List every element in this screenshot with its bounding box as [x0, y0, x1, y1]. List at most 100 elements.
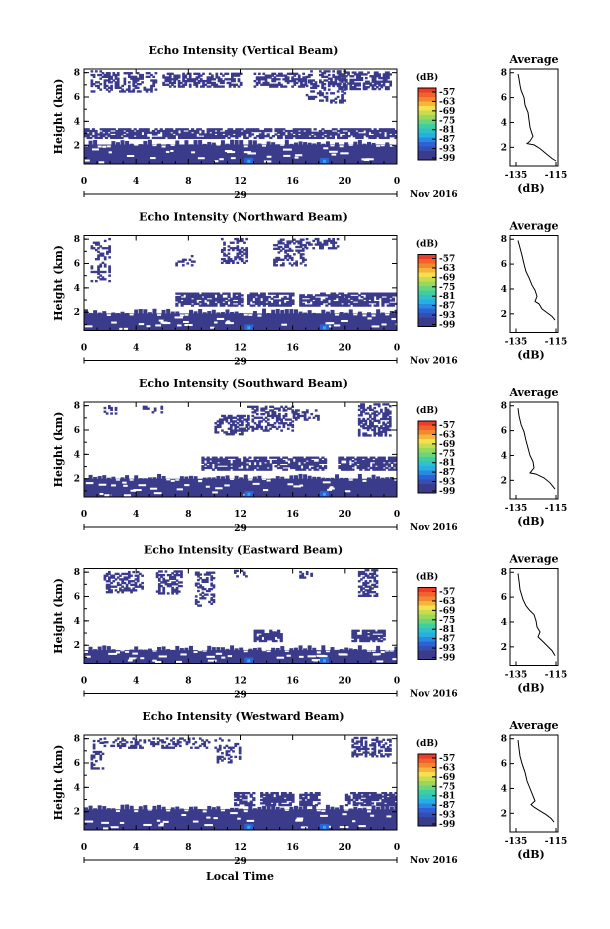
mid-echo-cell [253, 466, 257, 470]
colorbar-segment [418, 299, 436, 305]
mid-echo-cell [355, 292, 359, 295]
upper-echo-cell [301, 414, 305, 418]
upper-echo-cell [273, 411, 277, 414]
low-layer-edge [115, 651, 120, 654]
mid-echo-cell [368, 797, 372, 800]
strong-echo-core [247, 326, 251, 330]
mid-echo-cell [340, 458, 345, 461]
upper-echo-cell [380, 86, 384, 89]
mid-echo-cell [381, 297, 385, 300]
upper-echo-cell [163, 746, 167, 749]
upper-echo-cell [344, 78, 348, 82]
upper-echo-cell [273, 412, 277, 416]
mid-echo-cell [99, 131, 103, 134]
low-layer-edge [134, 646, 139, 652]
profile-frame [509, 568, 559, 666]
upper-echo-cell [282, 422, 286, 425]
upper-echo-cell [271, 414, 275, 418]
colorbar-unit: (dB) [416, 405, 438, 416]
upper-echo-cell [341, 77, 344, 80]
low-layer-edge [348, 479, 353, 481]
low-layer-gap [237, 817, 241, 820]
upper-echo-cell [338, 75, 342, 78]
mid-echo-cell [128, 129, 132, 133]
upper-echo-cell [105, 572, 109, 576]
upper-echo-cell [110, 574, 113, 577]
mid-echo-cell [317, 299, 321, 302]
low-layer-edge [321, 309, 326, 315]
low-layer-edge [188, 475, 193, 480]
low-layer-edge [170, 649, 175, 652]
mid-echo-cell [301, 802, 306, 805]
mid-echo-cell [214, 463, 218, 466]
mid-echo-cell [261, 629, 265, 632]
low-layer-gap [127, 659, 133, 662]
upper-echo-cell [327, 239, 331, 243]
mid-echo-cell [365, 792, 369, 795]
mid-echo-cell [291, 294, 295, 297]
colorbar-segment [418, 421, 436, 426]
mid-echo-cell [321, 461, 325, 464]
upper-echo-cell [193, 79, 197, 83]
upper-echo-cell [206, 85, 210, 88]
upper-echo-cell [278, 418, 281, 421]
low-layer-edge [243, 810, 248, 813]
mid-echo-cell [313, 456, 317, 459]
upper-echo-cell [292, 412, 296, 416]
mid-echo-cell [206, 295, 210, 299]
mid-echo-cell [214, 466, 218, 470]
low-echo-layer [84, 144, 397, 164]
low-layer-edge [357, 473, 362, 480]
upper-echo-cell [232, 431, 235, 434]
mid-echo-cell [361, 461, 365, 464]
mid-echo-cell [188, 131, 192, 134]
low-layer-gap [122, 494, 132, 497]
upper-echo-cell [364, 569, 368, 572]
mid-echo-cell [217, 133, 221, 136]
mid-echo-cell [344, 133, 349, 136]
mid-echo-cell [107, 129, 111, 133]
upper-echo-cell [116, 591, 120, 594]
low-layer-edge [125, 804, 130, 811]
low-layer-edge [243, 474, 248, 480]
upper-echo-cell [157, 570, 161, 573]
mid-echo-cell [249, 304, 253, 307]
mid-echo-cell [312, 301, 316, 304]
mid-echo-cell [323, 466, 328, 470]
mid-echo-cell [391, 129, 395, 133]
upper-echo-cell [90, 70, 94, 73]
upper-echo-cell [108, 256, 111, 259]
low-layer-gap [206, 655, 215, 658]
mid-echo-cell [269, 456, 273, 459]
mid-echo-cell [365, 292, 369, 295]
colorbar-segment [418, 632, 436, 638]
upper-echo-cell [295, 249, 298, 252]
mid-echo-cell [256, 135, 260, 138]
mid-echo-cell [368, 803, 372, 807]
upper-echo-cell [243, 429, 246, 432]
mid-echo-cell [280, 795, 285, 798]
upper-echo-cell [373, 570, 377, 574]
mid-echo-cell [261, 634, 265, 638]
mid-echo-cell [380, 459, 384, 463]
mid-echo-cell [270, 798, 274, 802]
low-layer-edge [157, 143, 162, 146]
upper-echo-cell [177, 74, 181, 77]
upper-echo-cell [290, 258, 294, 261]
colorbar-frame [417, 753, 437, 827]
mid-echo-cell [386, 304, 390, 307]
colorbar-level-label: -99 [439, 487, 455, 497]
upper-echo-cell [156, 741, 160, 744]
mid-echo-cell [232, 304, 236, 307]
mid-echo-cell [141, 128, 145, 131]
mid-echo-cell [382, 465, 386, 468]
colorbar-segment [418, 614, 436, 620]
upper-echo-cell [373, 572, 377, 576]
low-layer-gap [85, 482, 94, 485]
upper-echo-cell [103, 737, 107, 740]
upper-echo-cell [384, 430, 388, 433]
upper-echo-cell [173, 573, 177, 577]
upper-echo-cell [166, 78, 170, 81]
mid-echo-cell [303, 128, 307, 131]
upper-echo-cell [160, 592, 163, 595]
